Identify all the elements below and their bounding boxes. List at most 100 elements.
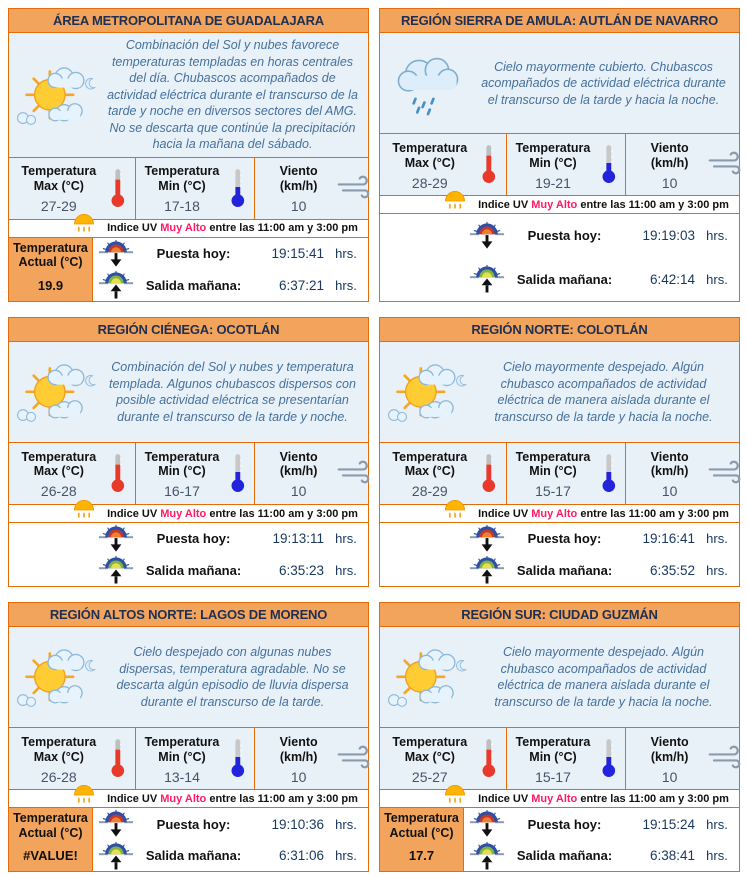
sun-times: Puesta hoy: 19:19:03 hrs. [464,214,739,301]
sunrise-row: Salida mañana: 6:37:21 hrs. [93,269,368,301]
sun-section: Temperatura Actual (°C) [380,522,739,587]
wind-cell: Viento (km/h) 10 [625,134,741,196]
uv-level: Muy Alto [160,222,207,235]
sun-clouds-icon [14,66,100,135]
conditions-row: Temperatura Max (°C) 25-27 Temperat [380,727,741,790]
temp-max-label: Temperatura Max (°C) [21,449,97,479]
current-temp-box: Temperatura Actual (°C) #VALUE! [9,808,93,872]
hrs-label: hrs. [706,562,728,578]
wind-icon [707,151,741,180]
sunrise-icon [464,555,510,585]
temp-max-value: 28-29 [411,174,448,191]
uv-text: Indice UV Muy Alto entre las 11:00 am y … [478,198,729,211]
sunset-label: Puesta hoy: [156,246,231,262]
forecast-section: Combinación del Sol y nubes favorece tem… [9,33,368,157]
sun-section: Temperatura Actual (°C) #VALUE! [9,807,368,872]
forecast-text: Cielo mayormente despejado. Algún chubas… [494,645,713,709]
uv-text: Indice UV Muy Alto entre las 11:00 am y … [107,222,358,235]
current-temp-label: Temperatura Actual (°C) [13,811,88,840]
temp-max-value: 25-27 [411,768,448,785]
region-panel: REGIÓN SUR: CIUDAD GUZMÁN [379,602,741,873]
forecast-section: Combinación del Sol y nubes y temperatur… [9,342,368,442]
current-temp-box: Temperatura Actual (°C) [380,214,464,301]
hrs-label: hrs. [335,816,357,832]
sun-clouds-icon [14,649,100,717]
sunset-row: Puesta hoy: 19:16:41 hrs. [464,523,739,555]
sun-section: Temperatura Actual (°C) [9,522,368,587]
hrs-label: hrs. [706,271,728,287]
sunset-time: 19:15:24 [642,816,695,832]
temp-min-label: Temperatura Min (°C) [515,449,591,479]
thermometer-cold-icon [593,142,623,189]
sunrise-row: Salida mañana: 6:42:14 hrs. [464,258,739,301]
wind-icon [707,460,741,489]
sunrise-icon [93,841,139,871]
forecast-section: Cielo mayormente despejado. Algún chubas… [380,342,739,442]
uv-level: Muy Alto [531,198,578,211]
uv-row: Indice UV Muy Alto entre las 11:00 am y … [380,190,739,214]
temp-max-label: Temperatura Max (°C) [21,164,97,194]
forecast-section: Cielo despejado con algunas nubes disper… [9,627,368,727]
hrs-label: hrs. [335,531,357,547]
temp-min-cell: Temperatura Min (°C) 13-14 [134,728,255,790]
sunset-icon [93,524,139,554]
sunrise-icon [93,270,139,300]
sunrise-time: 6:35:52 [649,562,695,578]
temp-max-cell: Temperatura Max (°C) 26-28 [9,728,135,789]
hrs-label: hrs. [335,277,357,293]
region-panel: REGIÓN SIERRA DE AMULA: AUTLÁN DE NAVARR… [379,8,741,302]
region-title: REGIÓN SUR: CIUDAD GUZMÁN [380,603,739,628]
region-title: REGIÓN ALTOS NORTE: LAGOS DE MORENO [9,603,368,628]
wind-cell: Viento (km/h) 10 [254,157,370,219]
temp-min-value: 19-21 [535,174,571,191]
uv-text: Indice UV Muy Alto entre las 11:00 am y … [478,507,729,520]
sunrise-row: Salida mañana: 6:35:52 hrs. [464,555,739,587]
region-panel: ÁREA METROPOLITANA DE GUADALAJARA [8,8,370,302]
region-title: REGIÓN NORTE: COLOTLÁN [380,317,739,343]
temp-min-cell: Temperatura Min (°C) 17-18 [134,157,255,219]
sunrise-time: 6:42:14 [649,271,695,287]
temp-max-label: Temperatura Max (°C) [392,140,468,170]
temp-max-cell: Temperatura Max (°C) 27-29 [9,158,135,219]
temp-max-value: 26-28 [40,768,77,785]
temp-max-cell: Temperatura Max (°C) 28-29 [380,443,506,504]
thermometer-cold-icon [222,451,252,498]
weather-icon [9,352,105,433]
uv-sun-icon [442,499,468,520]
hrs-label: hrs. [706,531,728,547]
wind-icon [336,175,370,204]
thermometer-cold-icon [593,736,623,783]
temp-max-value: 26-28 [40,483,77,500]
wind-value: 10 [290,768,307,785]
region-title: REGIÓN SIERRA DE AMULA: AUTLÁN DE NAVARR… [380,9,739,34]
sunrise-label: Salida mañana: [516,271,613,287]
wind-value: 10 [290,198,307,215]
sunset-icon [93,239,139,269]
forecast-text: Cielo despejado con algunas nubes disper… [116,645,349,709]
temp-max-cell: Temperatura Max (°C) 25-27 [380,728,506,789]
wind-icon [707,745,741,774]
wind-cell: Viento (km/h) 10 [254,728,370,790]
sunset-row: Puesta hoy: 19:15:24 hrs. [464,808,739,840]
conditions-row: Temperatura Max (°C) 27-29 Temperat [9,156,370,219]
uv-level: Muy Alto [531,792,578,805]
sunset-row: Puesta hoy: 19:10:36 hrs. [93,808,368,840]
sun-times: Puesta hoy: 19:13:11 hrs. [93,523,368,586]
temp-min-value: 15-17 [535,768,571,785]
sunrise-label: Salida mañana: [145,277,242,293]
conditions-row: Temperatura Max (°C) 28-29 Temperat [380,133,741,196]
conditions-row: Temperatura Max (°C) 26-28 Temperat [9,442,370,505]
sunset-label: Puesta hoy: [527,816,602,832]
sun-section: Temperatura Actual (°C) 19.9 [9,236,368,301]
sunset-icon [93,809,139,839]
wind-icon [336,460,370,489]
temp-min-label: Temperatura Min (°C) [144,449,220,479]
conditions-row: Temperatura Max (°C) 26-28 Temperat [9,727,370,790]
sunset-time: 19:13:11 [272,531,324,547]
current-temp-value: #VALUE! [23,848,78,864]
hrs-label: hrs. [335,246,357,262]
temp-min-value: 13-14 [164,768,200,785]
wind-label: Viento (km/h) [650,140,689,170]
uv-text: Indice UV Muy Alto entre las 11:00 am y … [107,792,358,805]
thermometer-hot-icon [103,451,133,498]
